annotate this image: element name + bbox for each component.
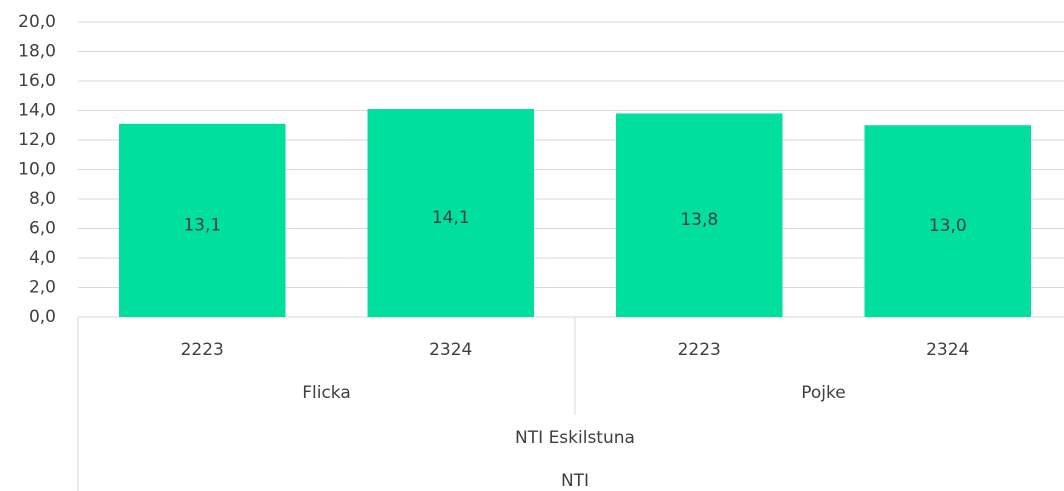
category-label: 2324 (429, 340, 472, 360)
y-tick-label: 6,0 (29, 219, 56, 239)
y-tick-label: 10,0 (18, 160, 56, 180)
category-label: 2324 (926, 340, 969, 360)
y-tick-label: 0,0 (29, 307, 56, 327)
y-tick-label: 12,0 (18, 130, 56, 150)
y-tick-label: 18,0 (18, 42, 56, 62)
category-label: Pojke (801, 383, 845, 403)
y-tick-label: 14,0 (18, 101, 56, 121)
bar (367, 109, 534, 318)
y-tick-label: 4,0 (29, 248, 56, 268)
category-label: NTI Eskilstuna (515, 428, 635, 448)
value-label: 13,8 (680, 210, 718, 230)
y-tick-label: 16,0 (18, 71, 56, 91)
y-tick-label: 8,0 (29, 189, 56, 209)
category-label: 2223 (678, 340, 721, 360)
value-label: 14,1 (432, 208, 470, 228)
y-tick-label: 20,0 (18, 12, 56, 32)
category-label: Flicka (302, 383, 351, 403)
value-label: 13,0 (929, 216, 967, 236)
y-tick-label: 2,0 (29, 278, 56, 298)
bar (864, 125, 1031, 317)
bar (616, 113, 783, 317)
category-label: NTI (561, 471, 589, 491)
value-label: 13,1 (183, 215, 221, 235)
category-label: 2223 (181, 340, 224, 360)
bar (119, 123, 286, 318)
